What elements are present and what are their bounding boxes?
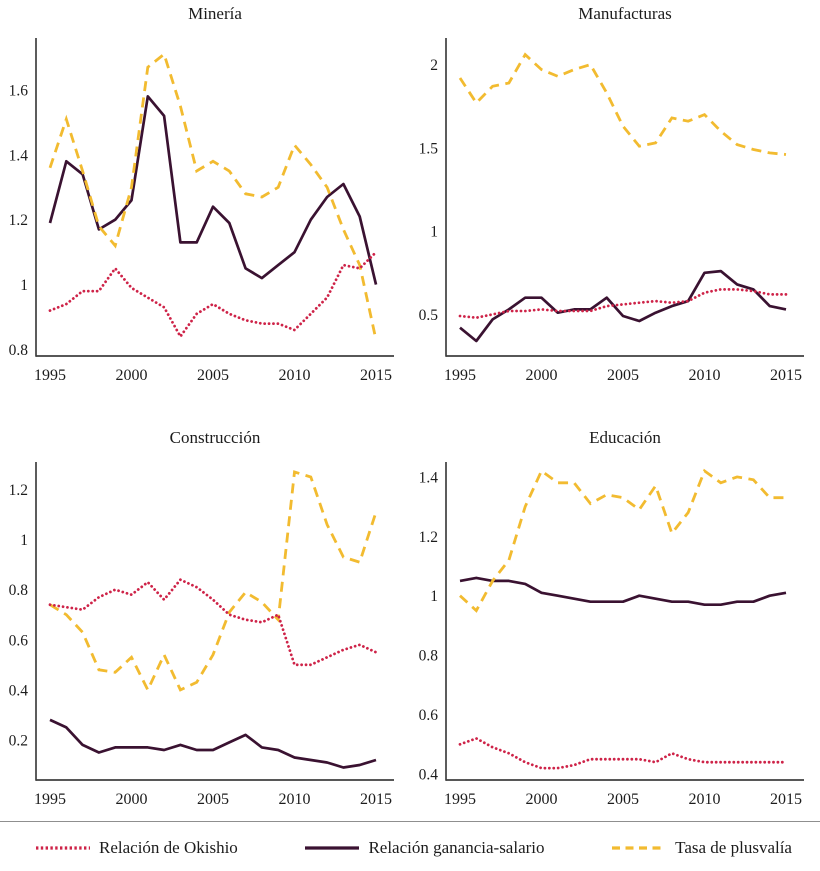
series-line-ganancia bbox=[48, 95, 378, 285]
legend-label-okishio: Relación de Okishio bbox=[99, 838, 238, 857]
chart-title-construccion: Construcción bbox=[169, 428, 261, 447]
y-tick-label: 1 bbox=[20, 277, 28, 294]
x-tick-label: 1995 bbox=[444, 367, 476, 384]
legend: Relación de Okishio Relación ganancia-sa… bbox=[0, 822, 820, 858]
charts-grid: Minería 0.8 1 1.2 1.4 1.6 1995 2000 2005 2010 201… bbox=[0, 2, 820, 810]
chart-educacion: Educación 0.4 0.6 0.8 1 1.2 1.4 1995 2000 2005 20… bbox=[410, 426, 820, 810]
y-tick-label: 1.4 bbox=[9, 147, 29, 164]
x-tick-label: 2005 bbox=[197, 791, 229, 808]
x-tick-label: 1995 bbox=[34, 367, 66, 384]
y-tick-label: 2 bbox=[430, 57, 438, 74]
chart-plot-manufacturas: 0.5 1 1.5 2 1995 2000 2005 2010 2015 bbox=[419, 38, 804, 384]
legend-item-okishio: Relación de Okishio bbox=[34, 838, 238, 858]
y-tick-label: 1 bbox=[430, 588, 438, 605]
y-tick-label: 1.6 bbox=[9, 82, 29, 99]
x-tick-label: 2010 bbox=[279, 367, 311, 384]
series-line-plusvalia bbox=[48, 51, 378, 341]
x-tick-label: 2015 bbox=[360, 791, 392, 808]
chart-mineria: Minería 0.8 1 1.2 1.4 1.6 1995 2000 2005 2010 201… bbox=[0, 2, 410, 386]
series-line-ganancia bbox=[459, 576, 787, 607]
x-tick-label: 2005 bbox=[197, 367, 229, 384]
series-line-okishio bbox=[48, 577, 378, 667]
legend-divider bbox=[0, 821, 820, 822]
series-line-okishio bbox=[458, 287, 788, 320]
x-tick-label: 1995 bbox=[444, 791, 476, 808]
series-line-okishio bbox=[458, 736, 788, 770]
x-tick-label: 2000 bbox=[526, 367, 558, 384]
series-line-okishio bbox=[48, 250, 378, 340]
series-line-plusvalia bbox=[458, 52, 787, 156]
series-line-plusvalia bbox=[49, 470, 378, 694]
y-tick-label: 1.2 bbox=[9, 482, 28, 499]
x-tick-label: 2000 bbox=[116, 791, 148, 808]
y-tick-label: 1.2 bbox=[419, 529, 438, 546]
y-tick-label: 1.4 bbox=[419, 469, 439, 486]
series-line-plusvalia bbox=[459, 468, 786, 613]
x-tick-label: 2015 bbox=[770, 791, 802, 808]
y-tick-label: 0.8 bbox=[9, 582, 29, 599]
legend-label-plusvalia: Tasa de plusvalía bbox=[675, 838, 792, 857]
legend-item-ganancia-salario: Relación ganancia-salario bbox=[303, 838, 545, 858]
x-tick-label: 2000 bbox=[116, 367, 148, 384]
y-tick-label: 0.4 bbox=[9, 682, 29, 699]
series-line-ganancia bbox=[459, 269, 787, 343]
y-tick-label: 0.6 bbox=[419, 707, 439, 724]
chart-manufacturas: Manufacturas 0.5 1 1.5 2 1995 2000 2005 2010 201… bbox=[410, 2, 820, 386]
okishio-dotted-line-icon bbox=[36, 846, 90, 850]
legend-item-plusvalia: Tasa de plusvalía bbox=[610, 838, 792, 858]
x-tick-label: 2000 bbox=[526, 791, 558, 808]
chart-construccion: Construcción 0.2 0.4 0.6 0.8 1 1.2 1995 2000 200… bbox=[0, 426, 410, 810]
y-tick-label: 1.5 bbox=[419, 140, 439, 157]
x-tick-label: 2015 bbox=[360, 367, 392, 384]
ganancia-salario-solid-line-icon bbox=[305, 846, 360, 850]
plusvalia-dashed-line-icon bbox=[612, 846, 667, 850]
y-tick-label: 0.2 bbox=[9, 732, 28, 749]
x-tick-label: 2010 bbox=[689, 791, 721, 808]
x-tick-label: 2005 bbox=[607, 791, 639, 808]
y-tick-label: 1.2 bbox=[9, 212, 28, 229]
chart-title-mineria: Minería bbox=[188, 4, 242, 23]
series-line-ganancia bbox=[49, 718, 377, 769]
x-tick-label: 1995 bbox=[34, 791, 66, 808]
y-tick-label: 0.4 bbox=[419, 767, 439, 784]
chart-title-educacion: Educación bbox=[589, 428, 661, 447]
x-tick-label: 2010 bbox=[279, 791, 311, 808]
x-tick-label: 2005 bbox=[607, 367, 639, 384]
legend-label-ganancia-salario: Relación ganancia-salario bbox=[368, 838, 545, 857]
y-tick-label: 0.8 bbox=[419, 648, 439, 665]
y-tick-label: 1 bbox=[430, 224, 438, 241]
y-tick-label: 0.6 bbox=[9, 632, 29, 649]
y-tick-label: 0.8 bbox=[9, 342, 29, 359]
y-tick-label: 0.5 bbox=[419, 307, 439, 324]
chart-title-manufacturas: Manufacturas bbox=[578, 4, 672, 23]
chart-plot-construccion: 0.2 0.4 0.6 0.8 1 1.2 1995 2000 2005 2010 2015 bbox=[9, 462, 394, 808]
x-tick-label: 2015 bbox=[770, 367, 802, 384]
y-tick-label: 1 bbox=[20, 532, 28, 549]
chart-plot-mineria: 0.8 1 1.2 1.4 1.6 1995 2000 2005 2010 2015 bbox=[9, 38, 394, 384]
x-tick-label: 2010 bbox=[689, 367, 721, 384]
chart-plot-educacion: 0.4 0.6 0.8 1 1.2 1.4 1995 2000 2005 2010 2015 bbox=[419, 462, 804, 808]
